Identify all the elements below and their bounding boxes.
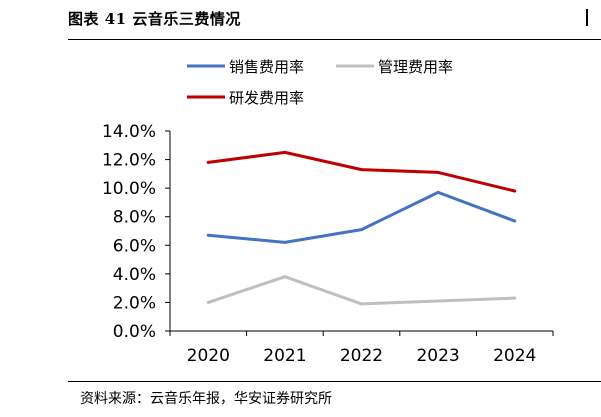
data-point (206, 160, 210, 164)
data-point (513, 219, 517, 223)
x-tick-label: 2021 (263, 346, 306, 366)
data-point (436, 299, 440, 303)
y-tick-label: 12.0% (102, 151, 156, 171)
series-line-1 (206, 190, 517, 244)
y-tick-label: 10.0% (102, 179, 156, 199)
y-tick-label: 0.0% (113, 322, 156, 342)
x-tick-label: 2023 (416, 346, 459, 366)
data-point (206, 300, 210, 304)
series-group (206, 150, 517, 306)
y-tick-label: 14.0% (102, 122, 156, 142)
series-line-2 (206, 275, 517, 306)
data-point (283, 150, 287, 154)
data-point (513, 296, 517, 300)
y-tick-label: 6.0% (113, 236, 156, 256)
data-point (283, 275, 287, 279)
data-point (360, 168, 363, 172)
y-tick-label: 8.0% (113, 208, 156, 228)
x-tick-label: 2024 (493, 346, 536, 366)
x-axis-ticks: 2020 2021 2022 2023 2024 (169, 331, 554, 366)
x-tick-label: 2022 (340, 346, 383, 366)
legend-label-3: 研发费用率 (229, 89, 304, 107)
title-rule (68, 39, 601, 40)
y-tick-label: 2.0% (113, 293, 156, 313)
source-rule (68, 381, 601, 382)
legend-label-1: 销售费用率 (229, 58, 304, 76)
data-point (360, 228, 363, 232)
data-point (206, 233, 210, 237)
data-point (360, 302, 363, 306)
series-line-3 (206, 150, 517, 193)
corner-mark (586, 9, 588, 26)
legend-label-2: 管理费用率 (378, 58, 453, 76)
data-point (436, 170, 440, 174)
y-tick-label: 4.0% (113, 265, 156, 285)
y-axis-ticks: 0.0% 2.0% 4.0% 6.0% 8.0% 10.0% 12.0% 14.0% (102, 122, 170, 342)
data-point (513, 189, 517, 193)
figure-title: 图表 41 云音乐三费情况 (68, 10, 241, 28)
data-point (283, 240, 287, 244)
x-tick-label: 2020 (187, 346, 230, 366)
source-note: 资料来源：云音乐年报，华安证券研究所 (80, 391, 332, 407)
data-point (436, 190, 440, 194)
